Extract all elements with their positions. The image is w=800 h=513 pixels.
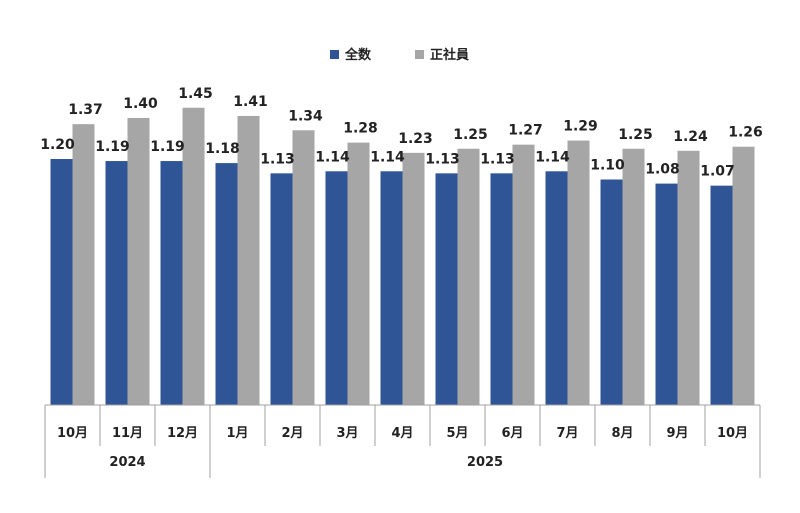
value-label-all-7: 1.14 [370,149,405,165]
value-label-regular-6: 1.28 [343,121,378,137]
value-label-regular-8: 1.25 [453,127,488,143]
value-label-regular-7: 1.23 [398,131,433,147]
x-tick-label-9: 6月 [501,426,523,441]
value-label-regular-13: 1.26 [728,125,763,141]
value-label-all-1: 1.20 [40,137,75,153]
x-tick-label-11: 8月 [611,426,633,441]
bar-all-2 [105,161,128,405]
value-label-all-3: 1.19 [150,139,185,155]
x-axis: 10月 11月 12月 1月 2月 3月 4月 5月 6月 7月 8月 9月 10月 2024 2025 [44,404,761,478]
bar-regular-9 [512,144,535,405]
value-label-regular-1: 1.37 [68,102,103,118]
value-label-regular-9: 1.27 [508,123,543,139]
value-label-all-8: 1.13 [425,151,460,167]
bar-regular-6 [347,142,370,405]
value-label-all-2: 1.19 [95,139,130,155]
value-label-regular-10: 1.29 [563,119,598,135]
bar-all-3 [160,161,183,405]
value-label-regular-2: 1.40 [123,96,158,112]
bar-all-9 [490,173,513,405]
bar-all-6 [325,171,348,405]
bar-regular-10 [567,140,590,406]
x-tick-label-13: 10月 [717,426,748,441]
bar-regular-7 [402,152,425,405]
value-label-regular-3: 1.45 [178,86,213,102]
value-label-all-5: 1.13 [260,151,295,167]
bar-all-11 [600,179,623,405]
value-label-all-4: 1.18 [205,141,240,157]
bar-all-13 [710,185,733,405]
x-tick-label-7: 4月 [391,426,413,441]
value-label-all-12: 1.08 [645,162,680,178]
value-label-regular-11: 1.25 [618,127,653,143]
x-tick-label-12: 9月 [666,426,688,441]
bar-regular-11 [622,148,645,405]
value-label-all-6: 1.14 [315,149,350,165]
x-tick-label-8: 5月 [446,426,468,441]
bar-all-4 [215,163,238,405]
bar-all-7 [380,171,403,405]
group-label-2: 2025 [467,455,503,470]
value-label-all-13: 1.07 [700,164,735,180]
bar-regular-3 [182,107,205,405]
legend-swatch-1 [330,50,339,59]
x-tick-label-5: 2月 [281,426,303,441]
value-label-all-11: 1.10 [590,158,625,174]
bar-regular-13 [732,146,755,405]
x-tick-label-4: 1月 [226,426,248,441]
bar-all-8 [435,173,458,405]
value-label-all-10: 1.14 [535,149,570,165]
value-label-regular-5: 1.34 [288,108,323,124]
bar-all-12 [655,183,678,405]
bar-all-1 [50,159,73,405]
legend: 全数 正社員 [330,47,469,63]
legend-swatch-2 [415,50,424,59]
x-tick-label-2: 11月 [112,426,143,441]
x-tick-label-3: 12月 [167,426,198,441]
bars [50,107,755,406]
legend-label-1: 全数 [344,47,372,63]
x-tick-label-1: 10月 [57,426,88,441]
x-tick-label-6: 3月 [336,426,358,441]
bar-regular-1 [72,124,95,406]
value-label-regular-4: 1.41 [233,94,268,110]
group-label-1: 2024 [109,455,145,470]
x-tick-label-10: 7月 [556,426,578,441]
bar-regular-8 [457,148,480,405]
bar-regular-2 [127,118,150,405]
value-labels: 1.20 1.37 1.19 1.40 1.19 1.45 1.18 1.41 1.13 1.34… [40,86,763,180]
bar-regular-12 [677,150,700,405]
bar-all-5 [270,173,293,405]
value-label-regular-12: 1.24 [673,129,708,145]
bar-regular-4 [237,115,260,405]
value-label-all-9: 1.13 [480,151,515,167]
bar-regular-5 [292,130,315,406]
legend-label-2: 正社員 [430,47,469,63]
bar-all-10 [545,171,568,405]
